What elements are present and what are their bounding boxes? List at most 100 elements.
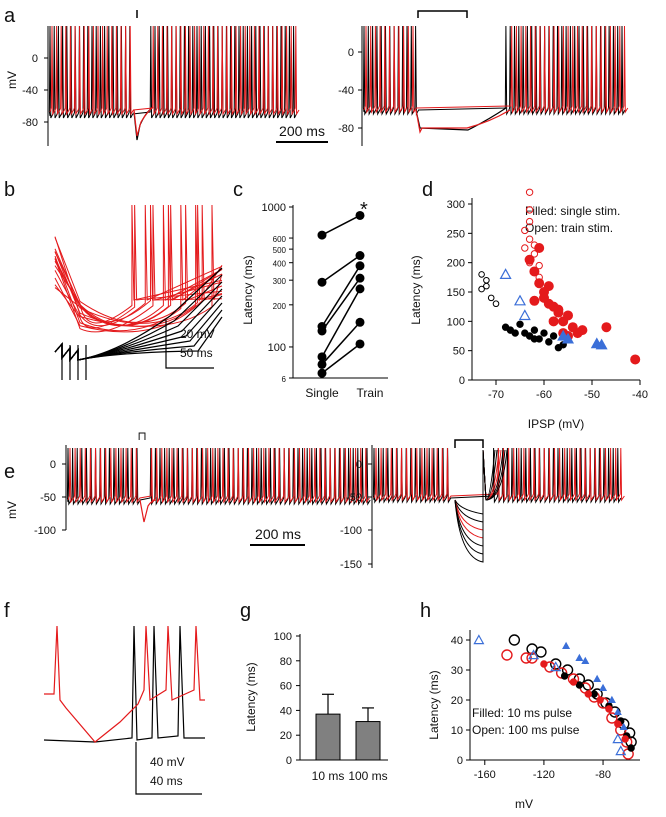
panel-d-legend-open: Open: train stim. (525, 221, 613, 235)
panel-d-point (530, 250, 539, 258)
panel-c-point-train (355, 261, 365, 271)
panel-c-point-single (317, 359, 327, 369)
panel-a-right-ytick: 0 (348, 47, 354, 59)
panel-d-ytick-label: 0 (459, 375, 465, 387)
panel-h-ticks: 40 30 20 10 0 -160 -120 -80 (451, 635, 611, 781)
panel-c-pair-line (321, 277, 361, 332)
panel-c-significance-star: * (360, 199, 368, 221)
panel-h-point (550, 661, 562, 672)
panel-d-point (521, 244, 529, 252)
trace-hyperpol-red (415, 109, 511, 134)
panel-h-point (501, 649, 513, 661)
panel-d-point (539, 292, 549, 303)
panel-g-ylabel: Latency (ms) (244, 662, 258, 731)
panel-d-point (483, 276, 490, 284)
panel-d-point (601, 322, 612, 333)
trace-red (54, 204, 223, 326)
panel-f-scale-time: 40 ms (150, 774, 183, 788)
trace-step (454, 449, 508, 563)
panel-c-tick-label: 200 (273, 302, 287, 311)
panel-a-stim-bracket (417, 10, 468, 18)
panel-e-stim-bracket (454, 439, 484, 448)
panel-e-right-ytick: 0 (356, 459, 362, 471)
panel-h-point (581, 656, 590, 664)
panel-c-point-train (355, 317, 365, 327)
panel-d-point (478, 285, 485, 293)
panel-g-yticks: 100 80 60 40 20 0 (274, 631, 300, 767)
panel-g-category-100ms: 100 ms (348, 769, 387, 783)
panel-f-scalebar (135, 742, 202, 795)
panel-a-ytick: -40 (22, 85, 38, 97)
panel-letter-d: d (422, 179, 433, 201)
panel-e-ytick: -100 (34, 525, 56, 537)
panel-h-marks (473, 634, 637, 760)
trace-black (362, 25, 626, 116)
panel-h-point (528, 649, 540, 660)
panel-d-ytick-label: 250 (447, 228, 465, 240)
panel-d-point (492, 300, 500, 308)
panel-h-ytick-label: 30 (451, 665, 463, 677)
panel-c-category-train: Train (357, 386, 384, 400)
panel-e-right-ytick: -150 (340, 559, 362, 571)
panel-d-point (525, 206, 534, 214)
panel-e-stim-mark: ⊓ (137, 429, 146, 443)
panel-c-tick-label: 300 (273, 277, 287, 286)
panel-d-point (478, 271, 485, 278)
panel-a-ytick: -80 (22, 117, 38, 129)
panel-h-point (575, 653, 584, 661)
panel-g-tick-label: 60 (280, 681, 292, 693)
panel-d-point (534, 278, 545, 289)
panel-d-point (518, 309, 531, 321)
panel-d-point (487, 294, 495, 302)
panel-e-scalebar-label: 200 ms (255, 526, 301, 542)
panel-c-ylabel: Latency (ms) (241, 255, 255, 324)
trace-red (44, 625, 205, 743)
panel-e-ytick: -50 (40, 492, 56, 504)
trace-red (363, 25, 629, 114)
panel-d-xlabel: IPSP (mV) (528, 417, 584, 431)
panel-c-point-single (317, 326, 327, 336)
panel-d-point (513, 294, 527, 306)
panel-d-marks (478, 188, 641, 365)
panel-d-point (561, 332, 575, 344)
panel-c-point-train (355, 251, 365, 261)
panel-d-ylabel: Latency (ms) (409, 255, 423, 324)
panel-d-xtick-label: -40 (632, 389, 648, 401)
panel-c-category-single: Single (305, 386, 339, 400)
panel-a-scalebar-label: 200 ms (279, 123, 325, 139)
panel-d-point (548, 316, 559, 327)
panel-h-point (590, 690, 598, 698)
panel-letter-f: f (4, 600, 10, 622)
panel-h-point (614, 720, 622, 728)
trace-step (454, 449, 500, 531)
panel-g-tick-label: 0 (286, 755, 292, 767)
panel-d-point (530, 241, 539, 249)
panel-g-tick-label: 100 (274, 631, 292, 643)
panel-letter-g: g (240, 600, 251, 622)
panel-e-ylabel: mV (5, 501, 19, 519)
panel-d-point (525, 217, 534, 226)
panel-d-point (525, 188, 534, 196)
panel-letter-b: b (4, 179, 15, 201)
panel-h-point (473, 634, 485, 645)
trace-ipsp (133, 106, 154, 137)
panel-d-point (516, 320, 524, 328)
panel-a-ylabel: mV (5, 71, 19, 89)
panel-h-point (593, 674, 602, 682)
panel-c: c Latency (ms) 1000 600 500 400 300 200 100 6 S… (233, 179, 388, 400)
panel-f-traces (43, 625, 205, 743)
panel-d-ytick-label: 200 (447, 258, 465, 270)
trace-ipsp (139, 499, 157, 523)
panel-letter-a: a (4, 5, 16, 27)
panel-c-pair-line (321, 288, 361, 358)
panel-b-scale-time: 50 ms (180, 346, 213, 360)
panel-h-point (575, 681, 584, 689)
panel-h-ytick-label: 20 (451, 695, 463, 707)
panel-h-ylabel: Latency (ms) (427, 670, 441, 739)
panel-c-pair-line (321, 321, 361, 365)
panel-h-point (619, 722, 628, 730)
panel-d-point (595, 338, 608, 350)
panel-d-point (530, 335, 539, 343)
trace-black (48, 25, 297, 119)
